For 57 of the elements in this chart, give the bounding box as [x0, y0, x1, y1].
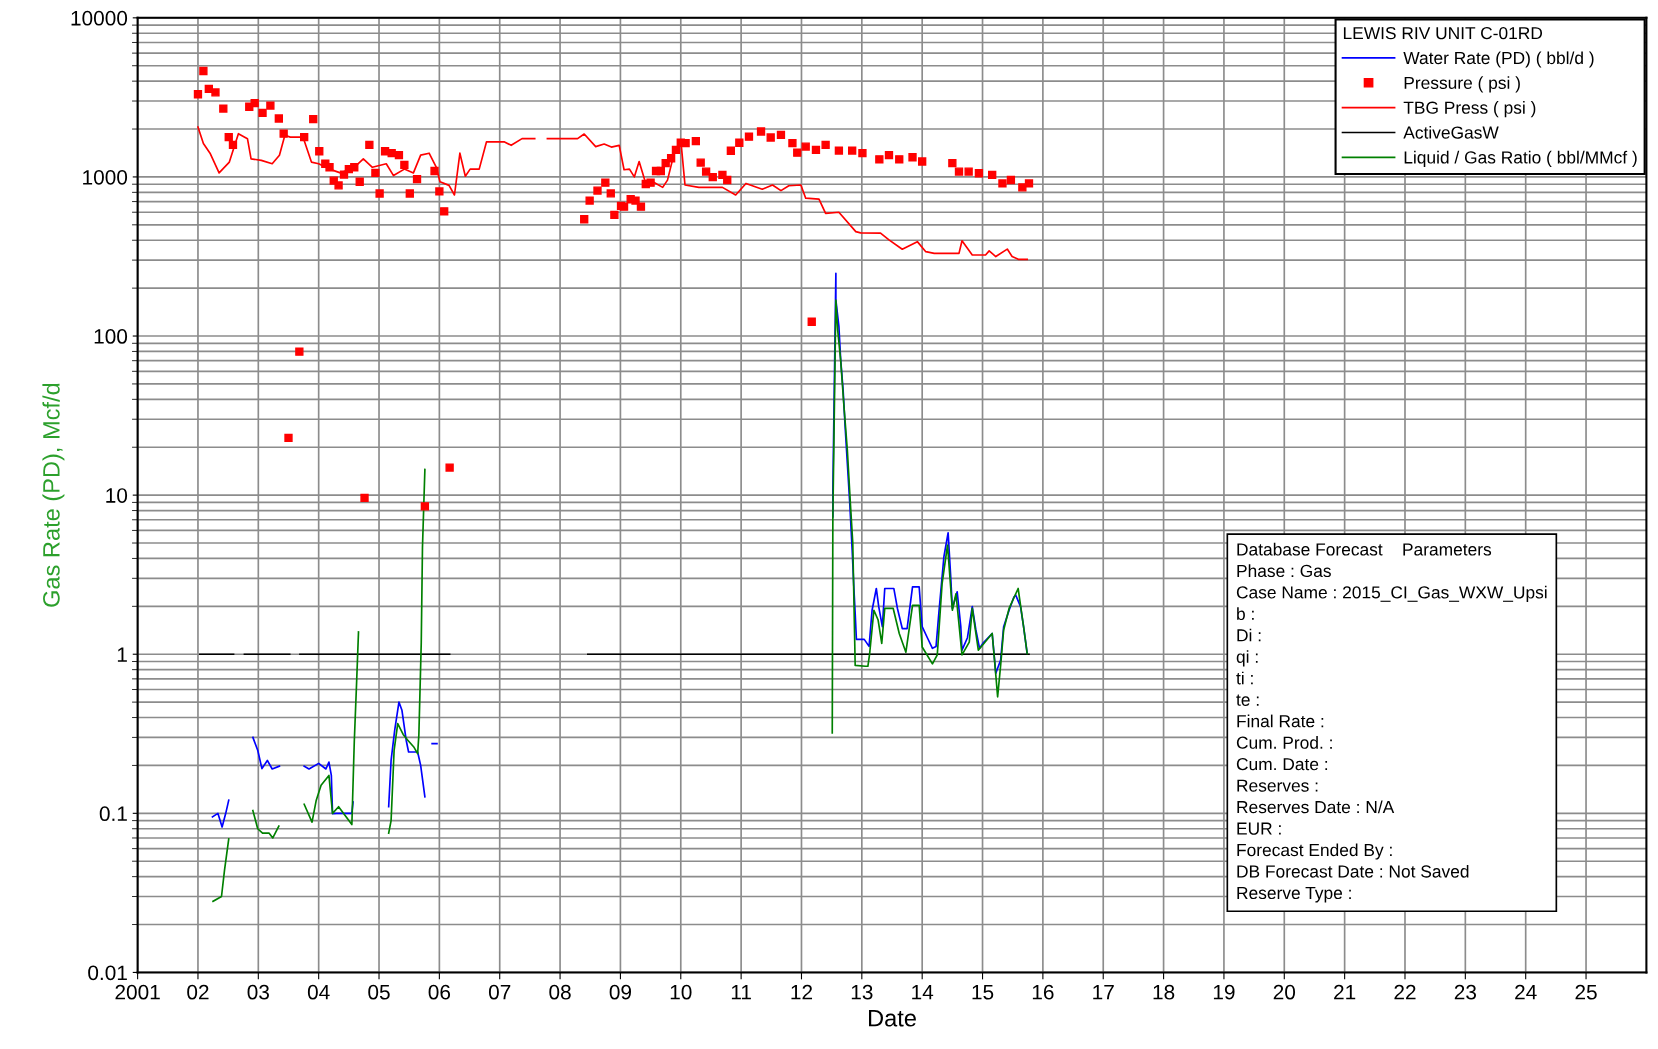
x-tick-label: 16: [1032, 984, 1054, 1000]
annotation: ti :: [1236, 671, 1253, 685]
x-tick-label: 07: [488, 984, 511, 1000]
x-tick-label: 02: [187, 984, 209, 1000]
y-axis-title: Gas Rate (PD), Mcf/d: [42, 383, 65, 607]
legend-label: Pressure ( psi ): [1404, 76, 1520, 93]
x-tick-label: 22: [1394, 984, 1416, 1000]
y-tick-label: 10000: [71, 10, 128, 26]
x-tick-label: 12: [791, 984, 813, 1000]
x-tick-label: 19: [1213, 984, 1235, 1000]
annotation: Reserves :: [1237, 779, 1318, 792]
annotation: Forecast Ended By :: [1237, 843, 1392, 860]
annotation: Cum. Date :: [1236, 758, 1328, 771]
x-tick-label: 18: [1153, 984, 1175, 1000]
y-tick-label: 0.01: [88, 965, 127, 981]
y-tick-label: 1000: [83, 169, 128, 185]
y-tick-label: 1: [117, 647, 127, 662]
legend-label: Liquid / Gas Ratio ( bbl/MMcf ): [1404, 150, 1637, 168]
annotation: b :: [1237, 607, 1254, 621]
annotation: Reserve Type :: [1237, 886, 1351, 903]
x-tick-label: 05: [368, 984, 390, 1000]
x-axis-title: Date: [869, 1010, 916, 1027]
x-tick-label: 17: [1093, 984, 1114, 1000]
annotation: Cum. Prod. :: [1236, 736, 1332, 749]
legend-label: ActiveGasW: [1403, 125, 1499, 139]
x-tick-label: 25: [1575, 984, 1597, 1000]
x-tick-label: 24: [1515, 984, 1537, 1000]
x-tick-label: 04: [307, 984, 330, 1000]
y-tick-label: 0.1: [99, 806, 127, 822]
x-tick-label: 15: [972, 984, 994, 1000]
x-tick-label: 23: [1454, 984, 1477, 1000]
x-tick-label: 03: [247, 984, 269, 1000]
annotation: te :: [1236, 694, 1259, 706]
annotation: DB Forecast Date : Not Saved: [1237, 864, 1469, 878]
x-tick-label: 21: [1334, 984, 1356, 1000]
x-tick-label: 06: [428, 984, 451, 1000]
x-tick-label: 20: [1273, 984, 1296, 1000]
x-tick-label: 10: [670, 984, 692, 1000]
y-tick-label: 100: [94, 329, 128, 344]
annotation: Case Name : 2015_CI_Gas_WXW_Upsi: [1236, 585, 1547, 602]
x-tick-label: 13: [851, 984, 873, 1000]
annotation: Di :: [1237, 628, 1261, 642]
x-tick-label: 11: [731, 984, 751, 1000]
annotation: EUR :: [1237, 822, 1281, 835]
legend-label: TBG Press ( psi ): [1403, 101, 1536, 118]
legend-label: Water Rate (PD) ( bbl/d ): [1403, 51, 1594, 68]
x-tick-label: 08: [549, 984, 571, 1000]
x-tick-label: 09: [609, 984, 632, 1000]
annotation: Phase : Gas: [1237, 564, 1331, 578]
y-tick-label: 10: [106, 488, 128, 503]
annotation: Final Rate :: [1237, 714, 1324, 728]
legend-title: LEWIS RIV UNIT C-01RD: [1343, 26, 1543, 40]
x-tick-label: 14: [912, 984, 934, 1000]
annotation: Reserves Date : N/A: [1237, 800, 1395, 814]
annotation: Database Forecast Parameters: [1237, 542, 1492, 556]
x-tick-label: 2001: [115, 984, 160, 1000]
annotation: qi :: [1236, 650, 1258, 667]
